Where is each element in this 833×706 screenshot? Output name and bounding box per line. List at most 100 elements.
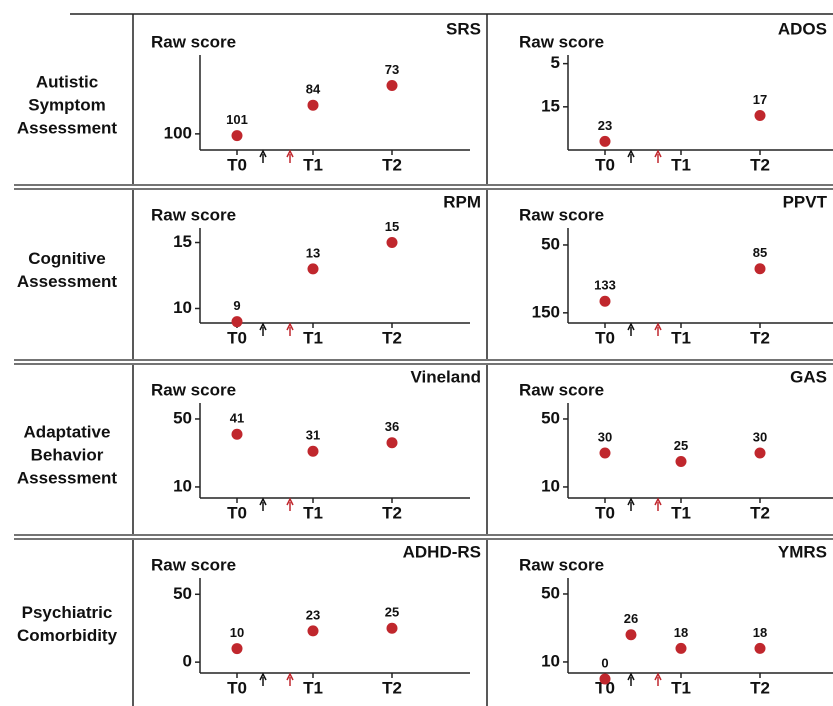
x-tick-label: T2 bbox=[750, 328, 770, 347]
row-label: Adaptative Behavior Assessment bbox=[16, 422, 118, 488]
x-tick-label: T0 bbox=[595, 503, 615, 522]
x-tick-label: T1 bbox=[671, 503, 691, 522]
data-label: 13 bbox=[306, 245, 320, 260]
data-label: 18 bbox=[674, 625, 688, 640]
x-tick-label: T0 bbox=[227, 328, 247, 347]
data-point bbox=[754, 447, 766, 459]
x-tick-label: T2 bbox=[750, 678, 770, 697]
y-axis-label: Raw score bbox=[151, 32, 236, 51]
data-point bbox=[307, 625, 319, 637]
data-point bbox=[599, 447, 611, 459]
data-point bbox=[386, 79, 398, 91]
data-point bbox=[231, 428, 243, 440]
data-label: 25 bbox=[385, 605, 399, 620]
x-tick-label: T1 bbox=[303, 328, 323, 347]
data-point bbox=[386, 437, 398, 449]
data-label: 73 bbox=[385, 62, 399, 77]
data-label: 85 bbox=[753, 245, 767, 260]
data-point bbox=[231, 316, 243, 328]
y-tick-label: 50 bbox=[173, 584, 192, 603]
data-point bbox=[754, 263, 766, 275]
data-point bbox=[386, 237, 398, 249]
x-tick-label: T0 bbox=[595, 678, 615, 697]
data-label: 133 bbox=[594, 278, 616, 293]
y-axis-label: Raw score bbox=[519, 32, 604, 51]
data-label: 23 bbox=[598, 118, 612, 133]
arrow-head bbox=[654, 322, 662, 331]
y-tick-label: 10 bbox=[541, 651, 560, 670]
arrow-head bbox=[627, 672, 635, 681]
panel: ADHD-RS Raw score 50 0 T0 10 T1 23 T2 25 bbox=[151, 542, 481, 697]
data-label: 9 bbox=[233, 298, 240, 313]
x-tick-label: T0 bbox=[227, 503, 247, 522]
panel: Vineland Raw score 50 10 T0 41 T1 31 T2 36 bbox=[151, 367, 481, 522]
y-tick-label: 50 bbox=[173, 408, 192, 427]
arrow-head bbox=[627, 149, 635, 158]
y-tick-label: 50 bbox=[541, 583, 560, 602]
x-tick-label: T0 bbox=[595, 155, 615, 174]
chart-title: PPVT bbox=[783, 192, 828, 211]
data-point bbox=[675, 642, 687, 654]
x-tick-label: T1 bbox=[303, 678, 323, 697]
arrow-head bbox=[654, 497, 662, 506]
y-tick-label: 10 bbox=[173, 298, 192, 317]
arrow-head bbox=[259, 149, 267, 158]
arrow-head bbox=[627, 497, 635, 506]
x-tick-label: T1 bbox=[303, 155, 323, 174]
arrow-head bbox=[259, 672, 267, 681]
data-point bbox=[599, 673, 611, 685]
data-point bbox=[625, 629, 637, 641]
data-label: 0 bbox=[601, 655, 608, 670]
data-point bbox=[386, 622, 398, 634]
x-tick-label: T2 bbox=[382, 328, 402, 347]
data-point bbox=[599, 295, 611, 307]
x-tick-label: T1 bbox=[671, 328, 691, 347]
chart-title: ADOS bbox=[778, 19, 827, 38]
data-label: 36 bbox=[385, 419, 399, 434]
x-tick-label: T0 bbox=[227, 155, 247, 174]
x-tick-label: T2 bbox=[750, 155, 770, 174]
data-label: 30 bbox=[753, 429, 767, 444]
data-label: 26 bbox=[624, 611, 638, 626]
data-label: 41 bbox=[230, 411, 244, 426]
arrow-head bbox=[286, 497, 294, 506]
data-point bbox=[307, 99, 319, 111]
data-label: 17 bbox=[753, 92, 767, 107]
arrow-head bbox=[286, 672, 294, 681]
x-tick-label: T0 bbox=[227, 678, 247, 697]
y-axis-label: Raw score bbox=[151, 555, 236, 574]
x-tick-label: T2 bbox=[382, 155, 402, 174]
data-point bbox=[754, 642, 766, 654]
data-label: 84 bbox=[306, 82, 321, 97]
data-label: 31 bbox=[306, 428, 320, 443]
arrow-head bbox=[654, 149, 662, 158]
chart-title: GAS bbox=[790, 367, 827, 386]
x-tick-label: T2 bbox=[382, 678, 402, 697]
y-tick-label: 15 bbox=[541, 96, 560, 115]
chart-title: SRS bbox=[446, 19, 481, 38]
row-label: Psychiatric Comorbidity bbox=[16, 603, 118, 645]
x-tick-label: T0 bbox=[595, 328, 615, 347]
y-tick-label: 10 bbox=[541, 476, 560, 495]
chart-title: YMRS bbox=[778, 542, 827, 561]
y-axis-label: Raw score bbox=[519, 380, 604, 399]
y-tick-label: 15 bbox=[173, 232, 192, 251]
arrow-head bbox=[286, 322, 294, 331]
y-tick-label: 0 bbox=[183, 652, 192, 671]
chart-title: RPM bbox=[443, 192, 481, 211]
data-label: 10 bbox=[230, 625, 244, 640]
y-tick-label: 5 bbox=[551, 53, 560, 72]
row-label: Autistic Symptom Assessment bbox=[16, 72, 118, 138]
arrow-head bbox=[654, 672, 662, 681]
y-tick-label: 10 bbox=[173, 476, 192, 495]
data-point bbox=[599, 135, 611, 147]
x-tick-label: T2 bbox=[382, 503, 402, 522]
x-tick-label: T1 bbox=[303, 503, 323, 522]
data-point bbox=[754, 109, 766, 121]
row-label: Cognitive Assessment bbox=[16, 249, 118, 291]
panel: PPVT Raw score 50 150 T0 133 T1 T2 85 bbox=[519, 192, 833, 347]
data-label: 23 bbox=[306, 607, 320, 622]
data-label: 15 bbox=[385, 219, 399, 234]
